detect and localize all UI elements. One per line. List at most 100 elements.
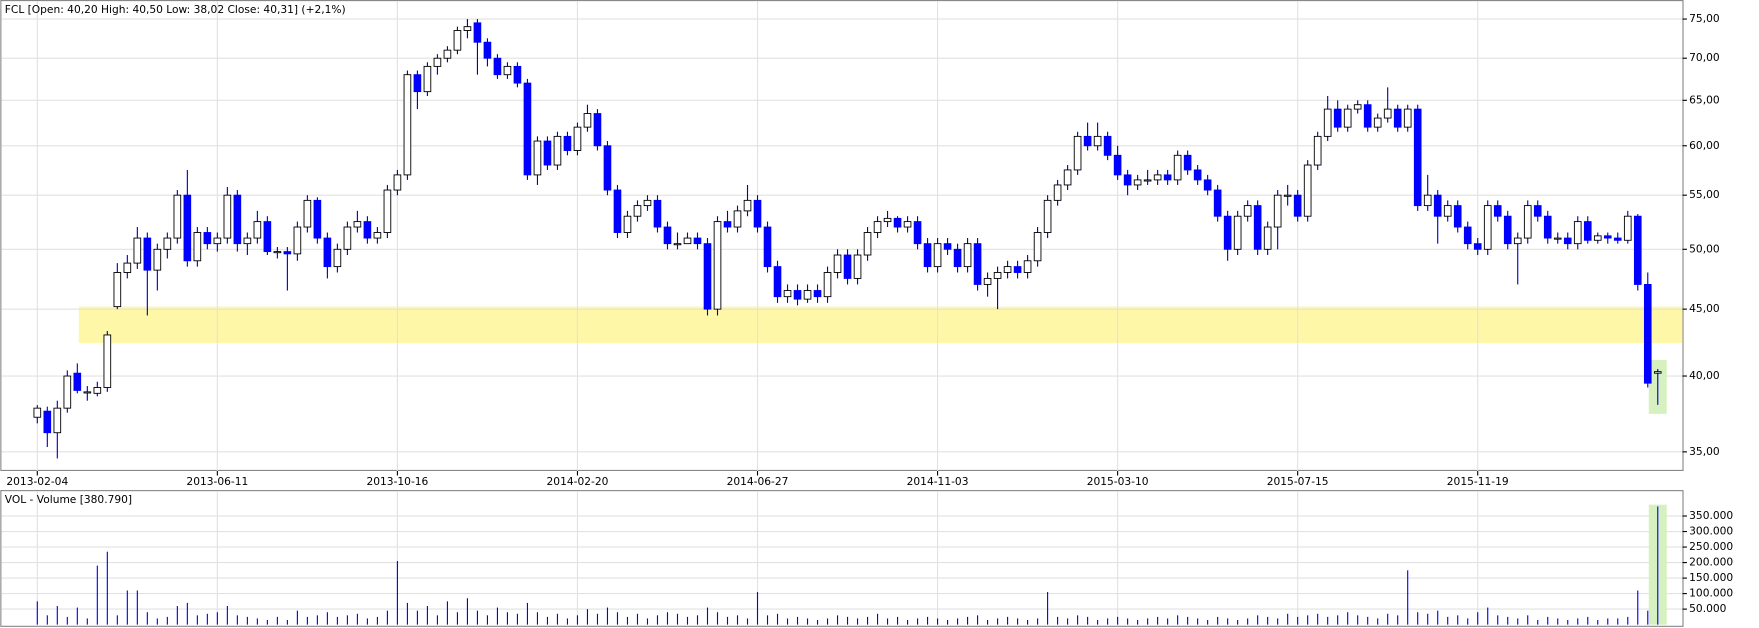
candle-body xyxy=(1353,104,1362,110)
candle-body xyxy=(1483,205,1492,250)
candle-body xyxy=(583,113,592,128)
candle-body xyxy=(1313,135,1322,166)
candle-body xyxy=(1333,108,1342,128)
candle-body xyxy=(1043,199,1052,233)
candle-body xyxy=(1533,205,1542,217)
candle-body xyxy=(853,254,862,279)
x-tick-label: 2015-07-15 xyxy=(1267,475,1329,488)
candle-body xyxy=(903,221,912,228)
candle-body xyxy=(803,290,812,300)
y-tick-label: 55,00 xyxy=(1689,188,1720,201)
y-tick-label: 65,00 xyxy=(1689,93,1720,106)
candle-body xyxy=(423,65,432,93)
candle-body xyxy=(773,266,782,298)
y-tick-label: 50,00 xyxy=(1689,242,1720,255)
candle-body xyxy=(1653,371,1662,374)
candle-body xyxy=(543,140,552,166)
candle-body xyxy=(893,217,902,228)
candle-body xyxy=(1123,174,1132,186)
candle-body xyxy=(593,113,602,147)
volume-tick-label: 150.000 xyxy=(1689,571,1733,584)
x-tick-label: 2014-06-27 xyxy=(727,475,789,488)
candle-body xyxy=(243,237,252,245)
candle-body xyxy=(1503,215,1512,245)
candle-body xyxy=(33,407,42,418)
candle-body xyxy=(1113,154,1122,176)
candle-body xyxy=(1443,205,1452,217)
candle-body xyxy=(513,65,522,84)
candle-body xyxy=(1253,205,1262,250)
candle-body xyxy=(1233,215,1242,250)
candle-body xyxy=(1073,135,1082,171)
candle-body xyxy=(1633,215,1642,285)
candle-body xyxy=(343,226,352,250)
candle-body xyxy=(373,232,382,239)
candle-body xyxy=(1133,179,1142,186)
candle-body xyxy=(833,254,842,273)
candle-body xyxy=(473,22,482,43)
candle-body xyxy=(933,243,942,268)
candle-body xyxy=(453,30,462,51)
candle-body xyxy=(1473,243,1482,250)
candle-body xyxy=(163,237,172,250)
candle-body xyxy=(1643,283,1652,384)
candle-body xyxy=(363,221,372,239)
candle-body xyxy=(353,221,362,228)
candle-body xyxy=(1453,205,1462,228)
candle-body xyxy=(1273,194,1282,228)
candle-body xyxy=(1573,221,1582,245)
candle-body xyxy=(873,221,882,233)
x-tick-label: 2014-02-20 xyxy=(547,475,609,488)
candle-body xyxy=(103,334,112,388)
candle-body xyxy=(703,243,712,310)
candle-body xyxy=(733,210,742,228)
candle-body xyxy=(683,237,692,245)
volume-tick-label: 300.000 xyxy=(1689,525,1733,538)
candle-body xyxy=(1303,164,1312,217)
candle-body xyxy=(1433,194,1442,217)
candle-body xyxy=(1153,174,1162,181)
candle-body xyxy=(843,254,852,279)
candle-body xyxy=(403,74,412,176)
x-tick-label: 2015-03-10 xyxy=(1087,475,1149,488)
x-tick-label: 2014-11-03 xyxy=(907,475,969,488)
candle-body xyxy=(1023,260,1032,273)
candle-body xyxy=(1583,221,1592,241)
candle-body xyxy=(223,194,232,239)
y-tick-label: 40,00 xyxy=(1689,369,1720,382)
candle-body xyxy=(713,221,722,310)
candle-body xyxy=(633,205,642,217)
candle-body xyxy=(1373,117,1382,128)
y-tick-label: 70,00 xyxy=(1689,51,1720,64)
candle-body xyxy=(1623,215,1632,241)
candle-body xyxy=(1173,154,1182,181)
candle-body xyxy=(613,189,622,233)
candle-body xyxy=(143,237,152,271)
candle-body xyxy=(883,217,892,223)
candle-body xyxy=(1323,108,1332,137)
candle-body xyxy=(1363,104,1372,128)
candle-body xyxy=(1463,226,1472,245)
candle-body xyxy=(1093,135,1102,147)
candle-body xyxy=(323,237,332,268)
candle-body xyxy=(1083,135,1092,147)
candle-body xyxy=(783,290,792,298)
x-tick-label: 2013-02-04 xyxy=(6,475,68,488)
candle-body xyxy=(553,135,562,166)
candle-body xyxy=(1013,266,1022,273)
candle-body xyxy=(813,290,822,298)
candle-body xyxy=(1613,237,1622,241)
candle-body xyxy=(493,57,502,76)
candle-body xyxy=(1593,235,1602,241)
volume-tick-label: 250.000 xyxy=(1689,540,1733,553)
y-tick-label: 60,00 xyxy=(1689,139,1720,152)
candle-body xyxy=(413,74,422,93)
candle-body xyxy=(1263,226,1272,250)
candle-body xyxy=(1183,154,1192,171)
candle-body xyxy=(263,221,272,253)
x-tick-label: 2015-11-19 xyxy=(1447,475,1509,488)
candle-body xyxy=(863,232,872,256)
candle-body xyxy=(393,174,402,191)
